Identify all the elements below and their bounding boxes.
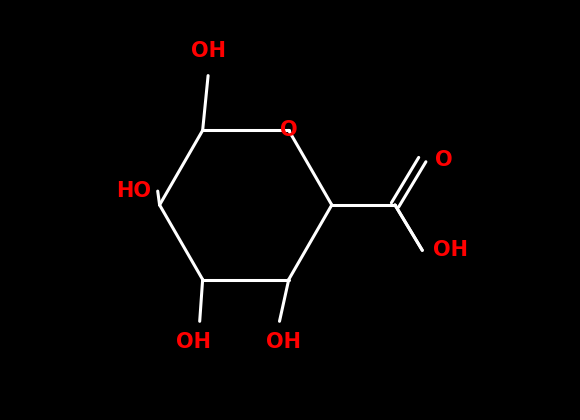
Text: O: O (280, 121, 298, 140)
Text: HO: HO (117, 181, 151, 201)
Text: OH: OH (176, 332, 211, 352)
Text: OH: OH (266, 332, 301, 352)
Text: OH: OH (191, 41, 226, 61)
Text: O: O (435, 150, 452, 170)
Text: OH: OH (433, 240, 468, 260)
